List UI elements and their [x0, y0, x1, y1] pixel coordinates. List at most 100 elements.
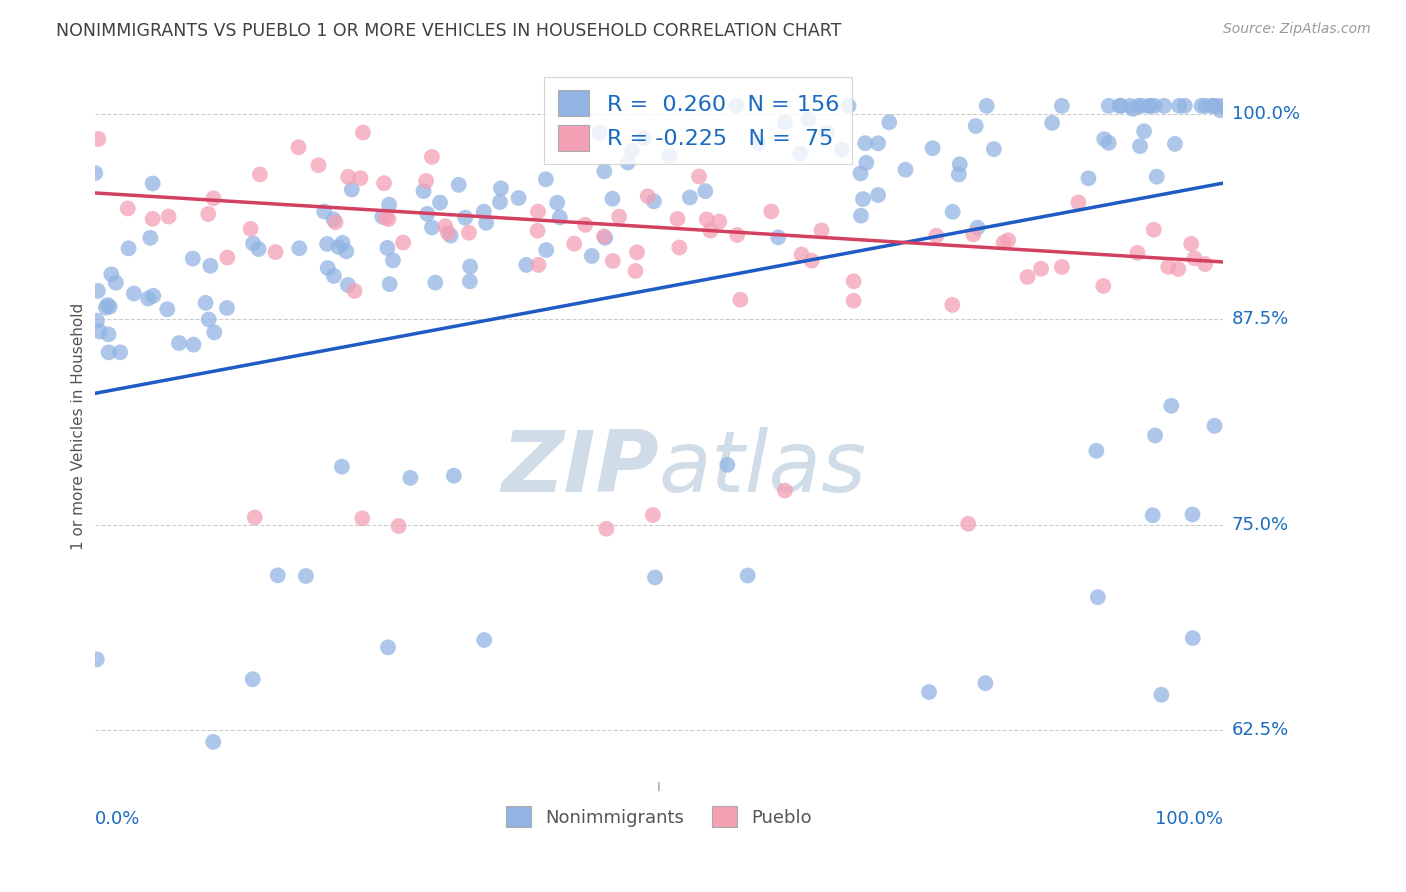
- Point: [183, 337, 205, 351]
- Point: [1204, 418, 1226, 433]
- Point: [773, 115, 796, 129]
- Point: [716, 458, 738, 472]
- Point: [202, 735, 225, 749]
- Point: [330, 459, 353, 474]
- Point: [696, 212, 718, 227]
- Point: [399, 471, 422, 485]
- Point: [695, 184, 717, 198]
- Point: [997, 233, 1019, 247]
- Point: [489, 181, 512, 195]
- Point: [167, 336, 190, 351]
- Point: [388, 519, 411, 533]
- Point: [852, 192, 875, 206]
- Point: [624, 264, 647, 278]
- Point: [1174, 99, 1197, 113]
- Point: [425, 276, 447, 290]
- Point: [475, 216, 498, 230]
- Point: [1126, 245, 1149, 260]
- Point: [1092, 132, 1115, 146]
- Point: [86, 314, 108, 328]
- Point: [1191, 99, 1213, 113]
- Point: [842, 274, 865, 288]
- Point: [264, 245, 287, 260]
- Text: atlas: atlas: [659, 427, 868, 510]
- Point: [548, 211, 571, 225]
- Text: 0.0%: 0.0%: [94, 810, 141, 828]
- Point: [1194, 99, 1216, 113]
- Point: [637, 189, 659, 203]
- Point: [1133, 124, 1156, 138]
- Point: [202, 326, 225, 340]
- Point: [1067, 195, 1090, 210]
- Point: [1137, 99, 1160, 113]
- Point: [335, 244, 357, 259]
- Point: [877, 115, 900, 129]
- Point: [316, 236, 339, 251]
- Point: [215, 301, 238, 315]
- Point: [515, 258, 537, 272]
- Point: [200, 259, 222, 273]
- Point: [202, 191, 225, 205]
- Point: [1180, 236, 1202, 251]
- Point: [325, 215, 347, 229]
- Point: [942, 204, 965, 219]
- Point: [308, 158, 330, 172]
- Point: [941, 298, 963, 312]
- Point: [420, 150, 443, 164]
- Point: [392, 235, 415, 250]
- Point: [295, 569, 318, 583]
- Point: [458, 226, 481, 240]
- Point: [948, 167, 970, 181]
- Point: [1168, 99, 1191, 113]
- Point: [797, 112, 820, 127]
- Point: [373, 176, 395, 190]
- Point: [243, 510, 266, 524]
- Point: [965, 119, 987, 133]
- Point: [1085, 443, 1108, 458]
- Text: 62.5%: 62.5%: [1232, 722, 1289, 739]
- Point: [87, 284, 110, 298]
- Y-axis label: 1 or more Vehicles in Household: 1 or more Vehicles in Household: [72, 302, 86, 550]
- Text: Source: ZipAtlas.com: Source: ZipAtlas.com: [1223, 22, 1371, 37]
- Point: [949, 157, 972, 171]
- Point: [534, 172, 557, 186]
- Point: [868, 188, 890, 202]
- Point: [842, 293, 865, 308]
- Point: [97, 345, 120, 359]
- Point: [242, 672, 264, 686]
- Point: [527, 204, 550, 219]
- Legend: Nonimmigrants, Pueblo: Nonimmigrants, Pueblo: [499, 799, 820, 834]
- Point: [142, 211, 165, 226]
- Point: [322, 212, 344, 227]
- Point: [1167, 262, 1189, 277]
- Point: [526, 224, 548, 238]
- Point: [894, 162, 917, 177]
- Point: [374, 211, 396, 225]
- Point: [336, 278, 359, 293]
- Point: [472, 204, 495, 219]
- Point: [644, 570, 666, 584]
- Point: [1050, 99, 1073, 113]
- Point: [371, 210, 394, 224]
- Point: [800, 253, 823, 268]
- Point: [810, 223, 832, 237]
- Point: [117, 241, 139, 255]
- Point: [1157, 260, 1180, 274]
- Point: [790, 247, 813, 261]
- Point: [412, 184, 434, 198]
- Point: [1050, 260, 1073, 274]
- Point: [1040, 116, 1063, 130]
- Point: [620, 144, 643, 158]
- Point: [1194, 257, 1216, 271]
- Point: [472, 633, 495, 648]
- Point: [747, 136, 769, 150]
- Point: [1139, 99, 1161, 113]
- Point: [868, 136, 890, 151]
- Point: [377, 640, 399, 655]
- Point: [1092, 279, 1115, 293]
- Point: [84, 166, 107, 180]
- Point: [993, 235, 1015, 250]
- Point: [429, 195, 451, 210]
- Point: [1098, 136, 1121, 150]
- Point: [439, 228, 461, 243]
